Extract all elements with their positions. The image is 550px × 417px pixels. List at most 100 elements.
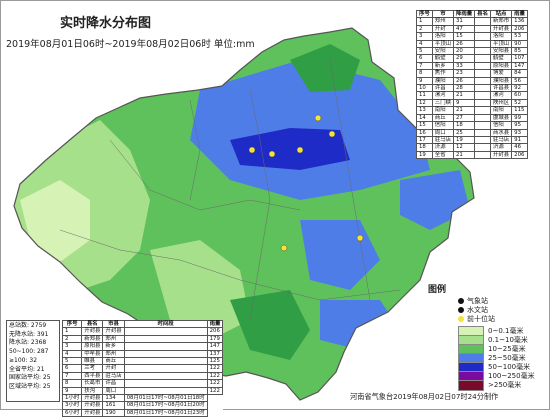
- table-cell: 6小时: [61, 408, 83, 417]
- table-cell: 08月01日17时~08月01日23时: [123, 408, 208, 417]
- table-cell: 洛阳: [489, 32, 513, 41]
- table-cell: 8: [416, 69, 433, 78]
- column-header: 序号: [416, 9, 433, 19]
- table-cell: 19: [416, 150, 433, 160]
- stat-row: 全省平均: 21: [9, 365, 45, 373]
- table-cell: 博爱: [489, 69, 513, 78]
- top-stations: [248, 114, 364, 252]
- table-cell: 平顶山: [431, 39, 454, 49]
- table-header: 序号市降雨量 县名 站点 雨量: [416, 9, 528, 19]
- table-cell: 136: [511, 17, 528, 26]
- table-row: 7 新乡 33 原阳县 147: [416, 61, 528, 71]
- table-cell: [474, 17, 491, 26]
- table-cell: [474, 121, 491, 130]
- table-cell: [123, 371, 208, 381]
- table-row: 11 漯河 21 漯河 60: [416, 91, 528, 100]
- table-cell: 99: [511, 113, 528, 123]
- table-cell: 新郑市: [489, 17, 513, 26]
- table-cell: [123, 379, 208, 388]
- table-cell: 平顶山: [489, 39, 513, 49]
- map-subtitle: 2019年08月01日06时~2019年08月02日06时 单位:mm: [6, 39, 255, 50]
- table-cell: [123, 334, 208, 344]
- table-cell: 28: [452, 84, 476, 93]
- table-row: 7 西平县 驻马店 122: [61, 371, 224, 381]
- table-cell: 8: [61, 379, 83, 388]
- table-cell: 21: [452, 106, 476, 115]
- table-cell: 开封: [102, 364, 125, 373]
- table-cell: 90: [511, 39, 528, 49]
- table-cell: [474, 69, 491, 78]
- legend-marker: 前十位站: [458, 314, 495, 324]
- column-header: 雨量: [511, 9, 528, 19]
- table-header: 序号 县名 市县 时间段 雨量: [61, 319, 224, 329]
- table-cell: 47: [452, 24, 476, 34]
- table-cell: 驻马店: [431, 135, 454, 145]
- table-cell: 46: [511, 143, 528, 152]
- table-row: 3小时 开封县 161 08月01日17时~08月01日20时: [61, 401, 223, 410]
- black-dot-icon: [458, 298, 464, 304]
- table-cell: 周口: [431, 128, 454, 137]
- stat-row: 总站数: 2759: [9, 322, 47, 329]
- yellow-dot-icon: [458, 316, 464, 322]
- table-cell: 15: [452, 32, 476, 41]
- table-cell: 信阳: [431, 121, 454, 130]
- table-cell: [474, 98, 491, 108]
- table-cell: 4: [61, 349, 83, 359]
- table-cell: 原阳县: [81, 342, 104, 351]
- map-title: 实时降水分布图: [60, 16, 152, 31]
- table-cell: [123, 327, 208, 336]
- table-cell: 郑州: [102, 334, 125, 344]
- table-row: 13 南阳 21 南阳 115: [416, 106, 528, 115]
- table-cell: 2: [61, 334, 83, 344]
- table-cell: 开封县: [81, 394, 104, 403]
- table-cell: [474, 24, 491, 34]
- table-row: 5 安阳 20 安阳县 85: [416, 47, 528, 56]
- table-cell: 长葛市: [81, 379, 104, 388]
- legend-marker: 气象站: [458, 296, 488, 306]
- table-cell: 206: [511, 24, 528, 34]
- table-row: 6小时 开封县 190 08月01日17时~08月01日23时: [61, 408, 223, 417]
- legend-label: 25~50毫米: [488, 354, 526, 362]
- table-cell: [123, 357, 208, 366]
- table-cell: 18: [452, 121, 476, 130]
- table-row: 19 全省 21 开封县 206: [416, 150, 528, 160]
- table-cell: 20: [452, 47, 476, 56]
- table-cell: 开封县: [102, 327, 125, 336]
- table-cell: 125: [206, 357, 224, 366]
- table-cell: 179: [206, 334, 224, 344]
- table-cell: 驻马店: [102, 371, 125, 381]
- table-cell: 商丘: [431, 113, 454, 123]
- column-header: 降雨量: [452, 9, 476, 19]
- table-cell: 122: [206, 371, 224, 381]
- table-row: 17 驻马店 19 驻马店 91: [416, 135, 528, 145]
- table-cell: [474, 54, 491, 63]
- column-header: 雨量: [206, 319, 224, 329]
- table-cell: 6: [61, 364, 83, 373]
- table-cell: 4: [416, 39, 433, 49]
- table-cell: 安阳县: [489, 47, 513, 56]
- legend: 图例 气象站 水文站 前十位站 0~0.1毫米 0.1~10毫米 10~25毫米 25~5…: [414, 282, 542, 391]
- table-cell: 137: [206, 349, 224, 359]
- table-cell: 开封县: [489, 150, 513, 160]
- column-header: 市县: [102, 319, 125, 329]
- table-cell: 134: [102, 394, 125, 403]
- table-cell: 08月01日17时~08月01日20时: [123, 401, 208, 410]
- table-cell: [123, 386, 208, 396]
- table-cell: 60: [511, 91, 528, 100]
- top-stations-table: 序号 县名 市县 时间段 雨量 1 开封县 开封县 206 2 新郑县 郑州 179 3 原阳县 新乡 147…: [61, 319, 224, 417]
- table-cell: 商丘: [102, 357, 125, 366]
- table-cell: 中牟县: [81, 349, 104, 359]
- table-cell: [474, 143, 491, 152]
- table-cell: 漯河: [489, 91, 513, 100]
- table-cell: 濮阳: [431, 76, 454, 86]
- table-cell: 17: [416, 135, 433, 145]
- table-cell: 焦作: [431, 69, 454, 78]
- table-cell: 9: [61, 386, 83, 396]
- table-cell: 190: [102, 408, 125, 417]
- table-cell: [474, 135, 491, 145]
- table-cell: 107: [511, 54, 528, 63]
- table-row: 4 平顶山 26 平顶山 90: [416, 39, 528, 49]
- table-cell: 21: [452, 150, 476, 160]
- table-row: 3 原阳县 新乡 147: [61, 342, 224, 351]
- table-cell: 三门峡: [431, 98, 454, 108]
